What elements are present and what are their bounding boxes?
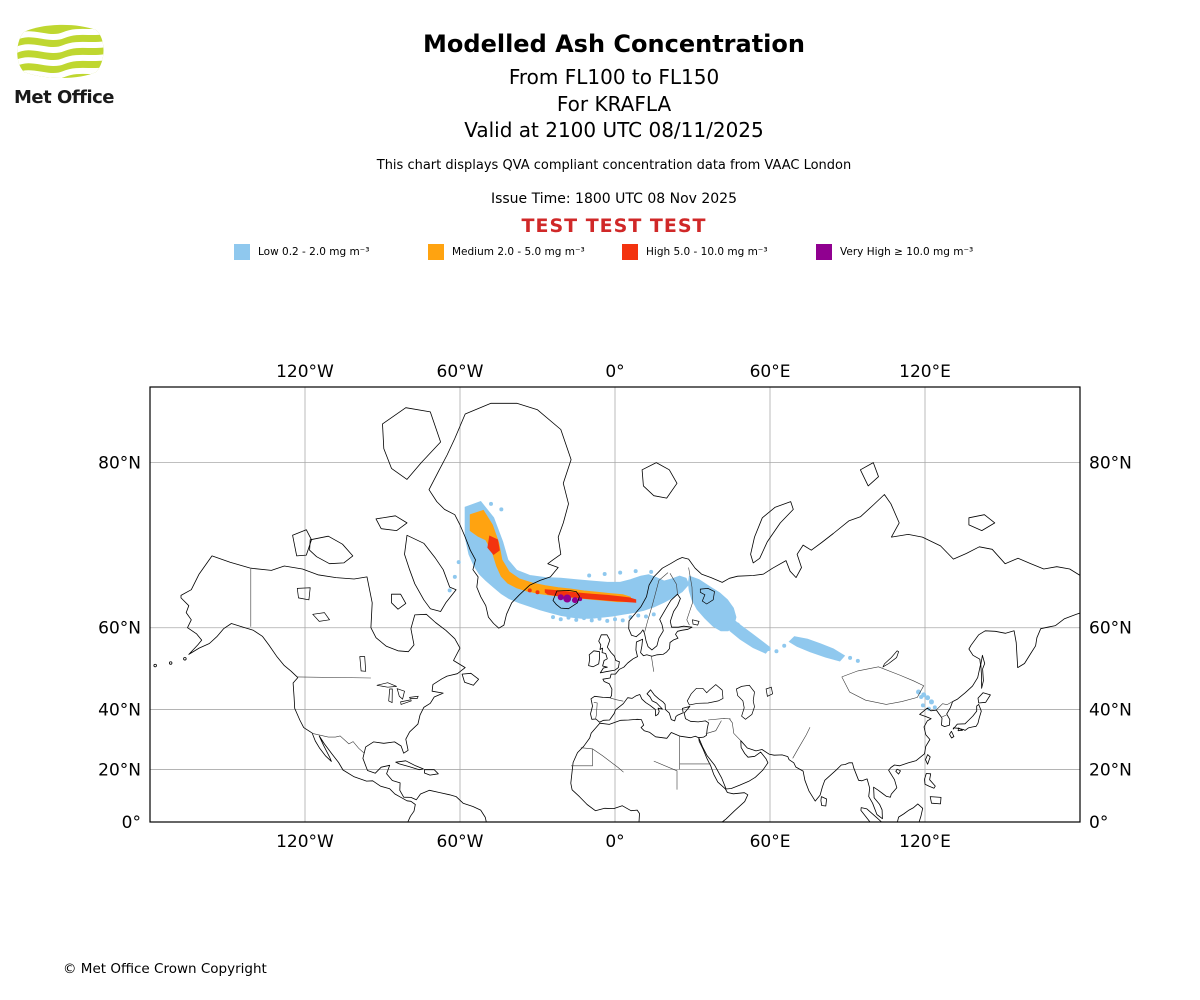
legend-item-low: Low 0.2 - 2.0 mg m⁻³	[234, 244, 412, 260]
ash-plume-layer-high	[487, 535, 637, 603]
lat-tick-label-left: 80°N	[98, 454, 141, 474]
lat-tick-label-left: 0°	[122, 813, 141, 833]
lat-tick-label-right: 20°N	[1089, 760, 1132, 780]
lon-tick-label-top: 0°	[605, 362, 624, 382]
met-office-logo-text: Met Office	[14, 87, 115, 108]
lon-tick-label-top: 120°E	[899, 362, 951, 382]
lon-tick-label-bottom: 0°	[605, 832, 624, 852]
lat-tick-label-left: 40°N	[98, 700, 141, 720]
copyright-notice: © Met Office Crown Copyright	[63, 961, 267, 977]
legend-label-high: High 5.0 - 10.0 mg m⁻³	[646, 246, 768, 258]
legend-item-very-high: Very High ≥ 10.0 mg m⁻³	[816, 244, 994, 260]
lon-tick-label-top: 60°W	[437, 362, 484, 382]
legend-label-medium: Medium 2.0 - 5.0 mg m⁻³	[452, 246, 585, 258]
lon-tick-label-top: 60°E	[750, 362, 791, 382]
lon-tick-label-bottom: 120°W	[276, 832, 334, 852]
lon-tick-label-bottom: 60°E	[750, 832, 791, 852]
lon-tick-label-bottom: 120°E	[899, 832, 951, 852]
subtitle-volcano: For KRAFLA	[556, 92, 672, 116]
chart-description: This chart displays QVA compliant concen…	[376, 158, 852, 173]
subtitle-valid-time: Valid at 2100 UTC 08/11/2025	[464, 118, 764, 142]
test-banner: TEST TEST TEST	[521, 215, 707, 237]
subtitle-flight-levels: From FL100 to FL150	[508, 65, 720, 89]
met-office-logo: Met Office	[14, 22, 124, 108]
ash-plume-layers	[447, 501, 937, 711]
legend-label-low: Low 0.2 - 2.0 mg m⁻³	[258, 246, 370, 258]
met-office-logo-mark	[17, 24, 104, 79]
lat-tick-label-right: 60°N	[1089, 619, 1132, 639]
lat-tick-label-left: 60°N	[98, 619, 141, 639]
country-borders	[250, 567, 953, 790]
map-gridlines	[150, 387, 1080, 822]
lakes-and-seas	[296, 587, 900, 720]
map-frame	[149, 386, 1081, 823]
legend-label-very-high: Very High ≥ 10.0 mg m⁻³	[840, 246, 974, 258]
legend-swatch-high-icon	[622, 244, 638, 260]
legend-swatch-low-icon	[234, 244, 250, 260]
lat-tick-label-right: 40°N	[1089, 700, 1132, 720]
legend-item-medium: Medium 2.0 - 5.0 mg m⁻³	[428, 244, 606, 260]
lon-tick-label-top: 120°W	[276, 362, 334, 382]
coastlines	[153, 402, 1080, 822]
legend-swatch-very-high-icon	[816, 244, 832, 260]
issue-time: Issue Time: 1800 UTC 08 Nov 2025	[490, 191, 738, 207]
legend: Low 0.2 - 2.0 mg m⁻³ Medium 2.0 - 5.0 mg…	[28, 244, 1200, 260]
ash-plume-layer-very_high	[557, 594, 583, 604]
lat-tick-label-left: 20°N	[98, 760, 141, 780]
lat-tick-label-right: 0°	[1089, 813, 1108, 833]
legend-item-high: High 5.0 - 10.0 mg m⁻³	[622, 244, 800, 260]
page-title: Modelled Ash Concentration	[423, 30, 805, 58]
ash-plume-layer-low	[447, 501, 937, 711]
legend-swatch-medium-icon	[428, 244, 444, 260]
lat-tick-label-right: 80°N	[1089, 454, 1132, 474]
lon-tick-label-bottom: 60°W	[437, 832, 484, 852]
